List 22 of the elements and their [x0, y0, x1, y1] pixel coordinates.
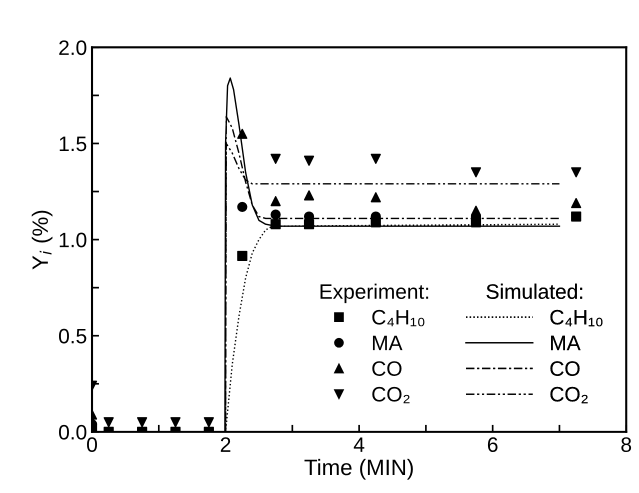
x-tick-label: 4: [354, 437, 364, 452]
legend-label: CO₂: [372, 386, 410, 404]
legend-label: CO: [372, 361, 402, 376]
y-axis-title: Y$_{i}$ (%): [32, 210, 52, 270]
annotation: Experiment:: [320, 284, 428, 304]
legend-label: CO: [550, 361, 580, 376]
y-tick-label: 0.0: [59, 424, 86, 440]
x-tick-label: 0: [87, 437, 97, 452]
y-tick-label: 1.5: [60, 136, 86, 152]
legend-label: MA: [372, 336, 402, 350]
y-tick-label: 0.5: [59, 328, 86, 344]
y-tick-label: 2.0: [59, 40, 86, 56]
y-tick-label: 1.0: [60, 232, 86, 248]
legend-label: C₄H₁₀: [550, 310, 602, 326]
legend-label: C₄H₁₀: [372, 310, 424, 326]
legend-label: CO₂: [550, 386, 588, 404]
x-tick-label: 2: [220, 437, 230, 452]
x-axis-title: Time (MIN): [304, 458, 413, 480]
x-tick-label: 6: [488, 437, 498, 452]
x-tick-label: 8: [621, 437, 632, 452]
legend-label: MA: [551, 336, 581, 350]
annotation: Simulated:: [486, 284, 582, 299]
